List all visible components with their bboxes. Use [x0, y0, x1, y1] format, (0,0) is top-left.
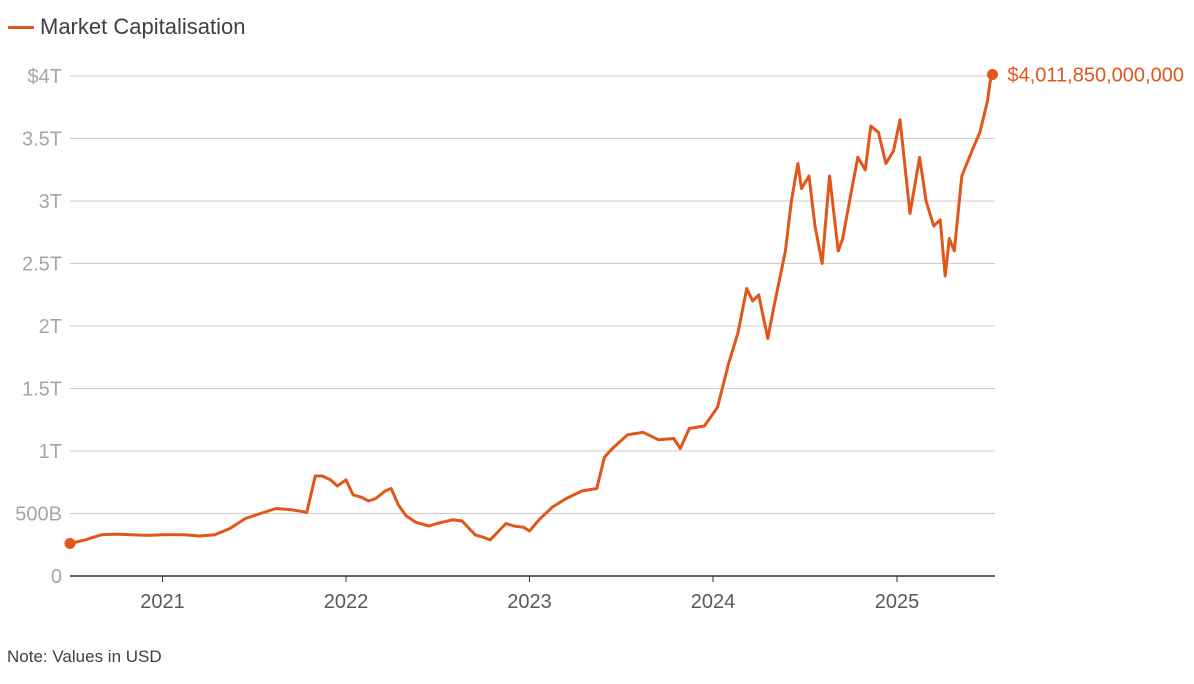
y-tick-label: 3.5T — [22, 129, 62, 151]
x-tick-label: 2024 — [691, 591, 736, 613]
end-point — [986, 69, 998, 81]
y-tick-label: 3T — [39, 191, 62, 213]
start-point — [64, 538, 76, 549]
legend-swatch — [8, 25, 34, 29]
y-tick-label: 1T — [39, 441, 62, 463]
y-tick-label: 500B — [15, 504, 62, 526]
y-tick-label: 2.5T — [22, 254, 62, 276]
legend: Market Capitalisation — [8, 14, 245, 40]
y-tick-label: 0 — [51, 566, 62, 588]
end-value-label: $4,011,850,000,000 — [1007, 65, 1183, 87]
x-tick-label: 2021 — [140, 591, 185, 613]
x-tick-label: 2023 — [507, 591, 552, 613]
x-tick-label: 2022 — [324, 591, 369, 613]
chart-note: Note: Values in USD — [7, 647, 162, 666]
market-cap-chart: 0 500B 1T 1.5T 2T 2.5T 3T 3.5T $4T 2021 2022 2023 20… — [15, 65, 1184, 613]
y-tick-label: $4T — [28, 66, 62, 88]
x-tick-label: 2025 — [875, 591, 920, 613]
series-line — [68, 73, 994, 545]
y-tick-label: 2T — [39, 316, 62, 338]
y-tick-label: 1.5T — [22, 379, 62, 401]
legend-label: Market Capitalisation — [40, 14, 246, 39]
